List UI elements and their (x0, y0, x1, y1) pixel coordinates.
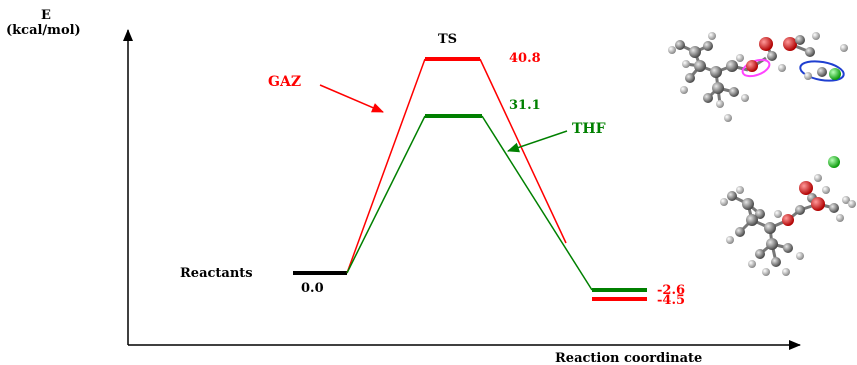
thf-rise-line (346, 115, 426, 274)
thf-pointer-arrow (507, 130, 568, 153)
transition-state-molecule-image (668, 32, 848, 122)
thf-series-label: THF (572, 121, 606, 137)
thf-fall-line (481, 115, 593, 291)
reactants-label: Reactants (180, 266, 253, 281)
gaz-pointer-arrow (319, 84, 384, 113)
gaz-ts-energy-value: 40.8 (509, 51, 541, 66)
reactants-energy-value: 0.0 (301, 281, 324, 296)
gaz-rise-line (346, 58, 426, 274)
gaz-fall-line (479, 58, 567, 244)
y-axis-label-unit: (kcal/mol) (6, 23, 81, 38)
product-molecule-image (720, 156, 856, 276)
ts-label: TS (438, 32, 457, 47)
gaz-series-label: GAZ (268, 74, 301, 90)
y-axis-label-energy: E (41, 8, 51, 23)
thf-ts-energy-value: 31.1 (509, 98, 541, 113)
x-axis-label: Reaction coordinate (555, 351, 702, 365)
thf-product-energy-value: -2.6 (657, 283, 685, 298)
gaz-product-energy-value: -4.5 (657, 293, 685, 308)
